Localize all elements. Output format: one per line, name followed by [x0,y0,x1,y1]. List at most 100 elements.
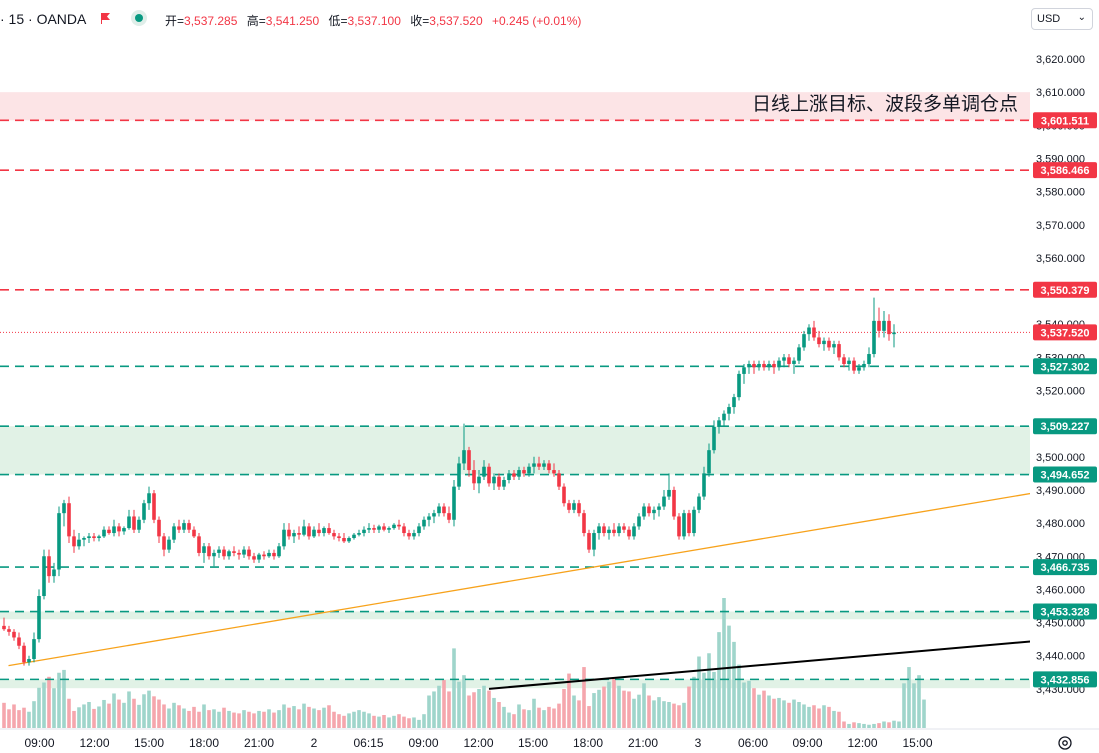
volume-bar [497,702,501,728]
candle [502,476,506,490]
candle [427,513,431,527]
candle-body [377,526,381,530]
candle [122,526,126,535]
candle [652,506,656,520]
y-tick-label: 3,450.000 [1036,618,1085,630]
candle-body [857,367,861,371]
candle [117,523,121,537]
volume-bar [727,625,731,728]
candle-body [7,629,11,632]
candle-body [372,528,376,530]
candle-body [692,509,696,534]
volume-bar [382,715,386,728]
candle [402,523,406,537]
candle [637,513,641,530]
candle-body [777,360,781,368]
candle-body [882,320,886,331]
candle [82,536,86,547]
candle-body [212,552,216,557]
candle-body [467,450,471,471]
x-tick-label: 09:00 [792,736,822,750]
x-tick-label: 12:00 [847,736,877,750]
candle [622,523,626,534]
candle [292,529,296,543]
volume-bar [657,697,661,728]
candle-body [712,426,716,451]
volume-bar [277,710,281,728]
candle [857,363,861,374]
volume-bar [447,691,451,728]
volume-bar [337,714,341,728]
volume-bar [417,719,421,728]
candle [647,503,651,517]
volume-bar [797,702,801,728]
candle-body [347,538,351,542]
candle [777,357,781,371]
volume-bar [832,710,836,728]
candle [172,523,176,543]
volume-bar [302,703,306,728]
x-tick-label: 15:00 [134,736,164,750]
volume-bar [432,691,436,728]
candle-body [17,637,21,646]
candle [877,307,881,338]
candle-body [72,536,76,547]
x-tick-label: 3 [695,736,702,750]
symbol-label[interactable]: · 15 · OANDA [0,11,87,27]
candle [552,463,556,477]
candle [142,499,146,524]
candle [232,546,236,557]
candle-body [127,516,131,529]
volume-bar [697,656,701,728]
volume-bar [647,695,651,728]
candle [277,542,281,558]
x-tick-label: 12:00 [463,736,493,750]
candle-body [322,528,326,534]
candle [687,509,691,537]
candle-body [427,516,431,520]
candle-body [807,327,811,335]
gear-icon[interactable] [1057,735,1073,751]
volume-bar [577,700,581,728]
candle-body [352,534,356,539]
volume-bar [442,680,446,728]
candle-body [772,363,776,368]
candle-body [832,344,836,348]
market-status-icon[interactable] [131,10,147,26]
currency-select[interactable]: USD ⌄ [1031,8,1093,30]
level-label-bg [1033,281,1097,298]
candle-body [227,551,231,557]
level-label: 3,509.227 [1041,421,1090,433]
candle [517,466,521,481]
candle [672,486,676,520]
candle-body [252,556,256,560]
candle-body [312,529,316,537]
candle [822,337,826,351]
volume-bar [317,710,321,728]
candle [257,552,261,563]
candle-body [697,496,701,510]
candle-body [802,334,806,348]
candle [642,503,646,520]
flag-icon[interactable] [100,12,111,24]
candle-body [547,463,551,471]
x-tick-label: 09:00 [24,736,54,750]
volume-bar [567,673,571,728]
candle-body [107,529,111,534]
volume-bar [717,632,721,728]
candle [222,546,226,560]
volume-bar [737,664,741,728]
candle [307,523,311,540]
candle [27,655,31,666]
candle [867,347,871,368]
candle-body [332,533,336,537]
volume-bar [787,702,791,728]
candle-body [247,549,251,557]
candle-body [542,463,546,467]
volume-bar [82,704,86,728]
volume-bar [847,723,851,728]
volume-bar [327,705,331,728]
candle [812,320,816,341]
candle-body [717,420,721,427]
